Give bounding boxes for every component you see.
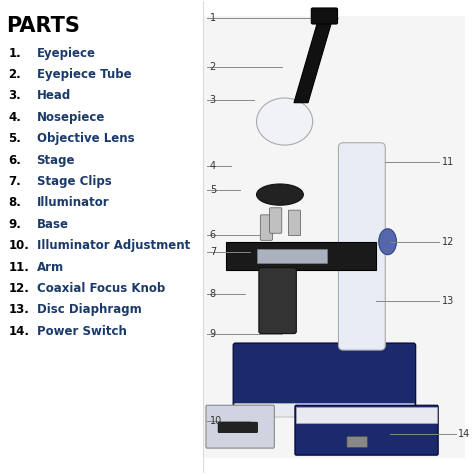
Text: 2.: 2. — [9, 68, 21, 81]
FancyBboxPatch shape — [203, 16, 465, 458]
FancyBboxPatch shape — [235, 403, 414, 417]
Text: 14: 14 — [458, 429, 470, 439]
Text: 11.: 11. — [9, 261, 29, 273]
Text: 7: 7 — [210, 247, 216, 257]
Text: 11: 11 — [441, 156, 454, 166]
FancyBboxPatch shape — [226, 242, 376, 270]
Ellipse shape — [256, 98, 313, 145]
Text: 13.: 13. — [9, 303, 29, 316]
Text: 3.: 3. — [9, 90, 21, 102]
Text: 6.: 6. — [9, 154, 21, 167]
Text: Nosepiece: Nosepiece — [36, 111, 105, 124]
Text: 9: 9 — [210, 328, 216, 338]
Ellipse shape — [256, 184, 303, 205]
Text: Eyepiece: Eyepiece — [36, 47, 95, 60]
FancyBboxPatch shape — [233, 343, 416, 414]
Ellipse shape — [379, 229, 397, 255]
Text: 14.: 14. — [9, 325, 29, 338]
Text: 12.: 12. — [9, 282, 29, 295]
Text: 1.: 1. — [9, 47, 21, 60]
Text: Disc Diaphragm: Disc Diaphragm — [36, 303, 141, 316]
Text: Illuminator: Illuminator — [36, 196, 109, 210]
Text: 7.: 7. — [9, 175, 21, 188]
Text: 12: 12 — [441, 237, 454, 246]
Text: 9.: 9. — [9, 218, 21, 231]
Text: 8.: 8. — [9, 196, 21, 210]
Polygon shape — [294, 23, 331, 103]
FancyBboxPatch shape — [256, 249, 327, 263]
Text: 2: 2 — [210, 63, 216, 73]
FancyBboxPatch shape — [338, 143, 385, 350]
Text: Stage: Stage — [36, 154, 75, 167]
Text: 5: 5 — [210, 185, 216, 195]
FancyBboxPatch shape — [311, 8, 337, 24]
FancyBboxPatch shape — [295, 405, 438, 455]
Text: 13: 13 — [441, 296, 454, 306]
Text: 8: 8 — [210, 289, 216, 299]
Text: 10: 10 — [210, 416, 222, 426]
Text: 1: 1 — [210, 13, 216, 23]
FancyBboxPatch shape — [270, 208, 282, 233]
Text: Coaxial Focus Knob: Coaxial Focus Knob — [36, 282, 165, 295]
FancyBboxPatch shape — [259, 268, 296, 334]
Text: Stage Clips: Stage Clips — [36, 175, 111, 188]
FancyBboxPatch shape — [218, 422, 257, 433]
FancyBboxPatch shape — [347, 437, 367, 447]
Text: Objective Lens: Objective Lens — [36, 132, 134, 145]
Text: Illuminator Adjustment: Illuminator Adjustment — [36, 239, 190, 252]
Text: 4.: 4. — [9, 111, 21, 124]
Text: Arm: Arm — [36, 261, 64, 273]
FancyBboxPatch shape — [260, 215, 273, 240]
FancyBboxPatch shape — [296, 407, 437, 423]
Text: Eyepiece Tube: Eyepiece Tube — [36, 68, 131, 81]
Text: Power Switch: Power Switch — [36, 325, 127, 338]
Text: Base: Base — [36, 218, 69, 231]
Text: Head: Head — [36, 90, 71, 102]
Text: PARTS: PARTS — [6, 16, 80, 36]
Text: 5.: 5. — [9, 132, 21, 145]
FancyBboxPatch shape — [288, 210, 301, 236]
Text: 3: 3 — [210, 95, 216, 105]
Text: 10.: 10. — [9, 239, 29, 252]
Text: 4: 4 — [210, 161, 216, 171]
FancyBboxPatch shape — [206, 405, 274, 448]
Text: 6: 6 — [210, 229, 216, 240]
